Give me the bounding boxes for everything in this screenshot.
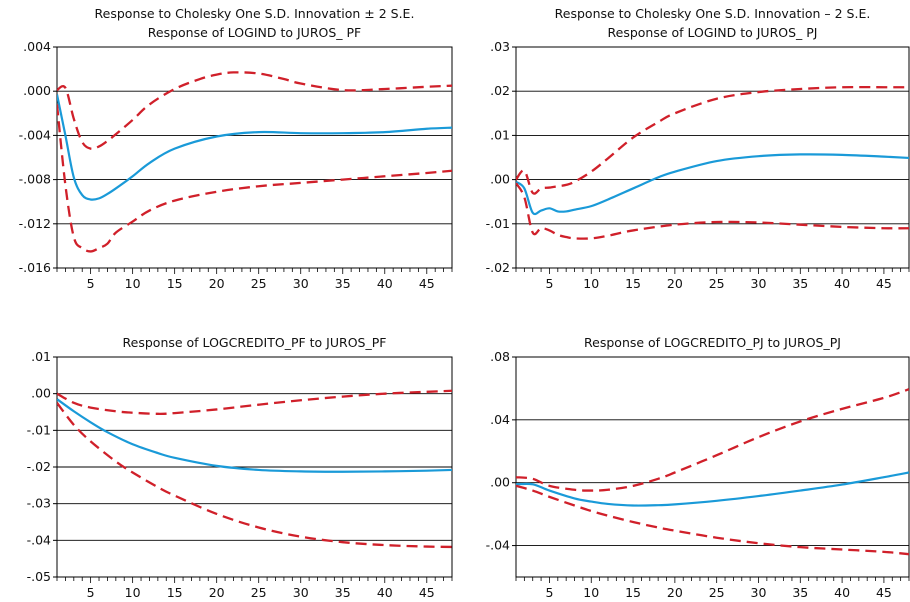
y-tick-label: -.012	[19, 216, 51, 231]
x-tick-label: 15	[167, 276, 183, 291]
y-tick-label: -.01	[486, 216, 510, 231]
x-tick-label: 15	[625, 585, 641, 600]
x-tick-label: 35	[792, 276, 808, 291]
panel-title: Response of LOGCREDITO_PJ to JUROS_PJ	[584, 335, 841, 350]
y-tick-label: -.03	[27, 496, 51, 511]
panel-title: Response of LOGIND to JUROS_ PF	[148, 25, 361, 40]
x-tick-label: 45	[419, 276, 435, 291]
x-tick-label: 30	[293, 585, 309, 600]
lower-band-line	[516, 182, 909, 240]
lower-band-line	[57, 402, 452, 549]
x-tick-label: 10	[125, 276, 141, 291]
upper-band-line	[57, 71, 452, 150]
x-tick-label: 5	[87, 585, 95, 600]
lower-band-line	[57, 104, 452, 253]
x-tick-label: 5	[545, 585, 553, 600]
x-tick-label: 40	[834, 276, 850, 291]
panel-title: Response to Cholesky One S.D. Innovation…	[555, 6, 871, 21]
x-tick-label: 35	[335, 276, 351, 291]
x-tick-label: 20	[667, 585, 683, 600]
x-tick-label: 40	[834, 585, 850, 600]
y-tick-label: -.05	[27, 569, 51, 584]
irf-panel-3: Response of LOGCREDITO_PF to JUROS_PF .01…	[27, 335, 453, 600]
x-tick-label: 20	[209, 276, 225, 291]
y-tick-label: .02	[490, 83, 510, 98]
y-tick-label: -.016	[19, 260, 51, 275]
response-line	[57, 94, 452, 201]
x-tick-label: 35	[792, 585, 808, 600]
panel-title: Response of LOGIND to JUROS_ PJ	[608, 25, 818, 40]
x-tick-label: 40	[377, 585, 393, 600]
irf-panel-2: Response to Cholesky One S.D. Innovation…	[486, 6, 910, 291]
x-tick-label: 10	[583, 276, 599, 291]
y-tick-label: .03	[490, 39, 510, 54]
y-tick-label: -.04	[486, 538, 510, 553]
x-tick-label: 20	[667, 276, 683, 291]
irf-panel-4: Response of LOGCREDITO_PJ to JUROS_PJ .08…	[486, 335, 910, 600]
x-tick-label: 5	[87, 276, 95, 291]
response-line	[57, 398, 452, 473]
y-tick-label: .00	[490, 172, 510, 187]
upper-band-line	[516, 388, 909, 492]
plot-frame	[515, 356, 910, 578]
y-tick-label: -.02	[486, 260, 510, 275]
x-tick-label: 25	[251, 276, 267, 291]
y-tick-label: -.02	[27, 459, 51, 474]
y-tick-label: -.008	[19, 172, 51, 187]
x-tick-label: 45	[876, 585, 892, 600]
x-tick-label: 25	[709, 276, 725, 291]
response-line	[516, 471, 909, 507]
x-tick-label: 35	[335, 585, 351, 600]
x-tick-label: 25	[251, 585, 267, 600]
y-tick-label: .08	[490, 349, 510, 364]
response-line	[516, 153, 909, 216]
x-tick-label: 40	[377, 276, 393, 291]
x-tick-label: 15	[625, 276, 641, 291]
x-tick-label: 45	[419, 585, 435, 600]
x-tick-label: 30	[293, 276, 309, 291]
y-tick-label: .00	[31, 386, 51, 401]
lower-band-line	[516, 484, 909, 556]
irf-panel-1: Response to Cholesky One S.D. Innovation…	[19, 6, 453, 291]
x-tick-label: 20	[209, 585, 225, 600]
x-tick-label: 5	[545, 276, 553, 291]
x-tick-label: 25	[709, 585, 725, 600]
y-tick-label: -.004	[19, 127, 51, 142]
y-tick-label: .00	[490, 475, 510, 490]
panel-title: Response of LOGCREDITO_PF to JUROS_PF	[123, 335, 387, 350]
y-tick-label: .000	[23, 83, 51, 98]
upper-band-line	[516, 85, 909, 195]
y-tick-label: .01	[490, 127, 510, 142]
y-tick-label: .004	[23, 39, 51, 54]
x-tick-label: 10	[583, 585, 599, 600]
y-tick-label: .04	[490, 412, 510, 427]
plot-frame	[515, 46, 910, 269]
y-tick-label: -.01	[27, 422, 51, 437]
upper-band-line	[57, 389, 452, 415]
x-tick-label: 15	[167, 585, 183, 600]
x-tick-label: 10	[125, 585, 141, 600]
x-tick-label: 30	[751, 276, 767, 291]
y-tick-label: .01	[31, 349, 51, 364]
x-tick-label: 30	[751, 585, 767, 600]
x-tick-label: 45	[876, 276, 892, 291]
y-tick-label: -.04	[27, 532, 51, 547]
panel-title: Response to Cholesky One S.D. Innovation…	[95, 6, 415, 21]
plot-frame	[56, 46, 453, 269]
